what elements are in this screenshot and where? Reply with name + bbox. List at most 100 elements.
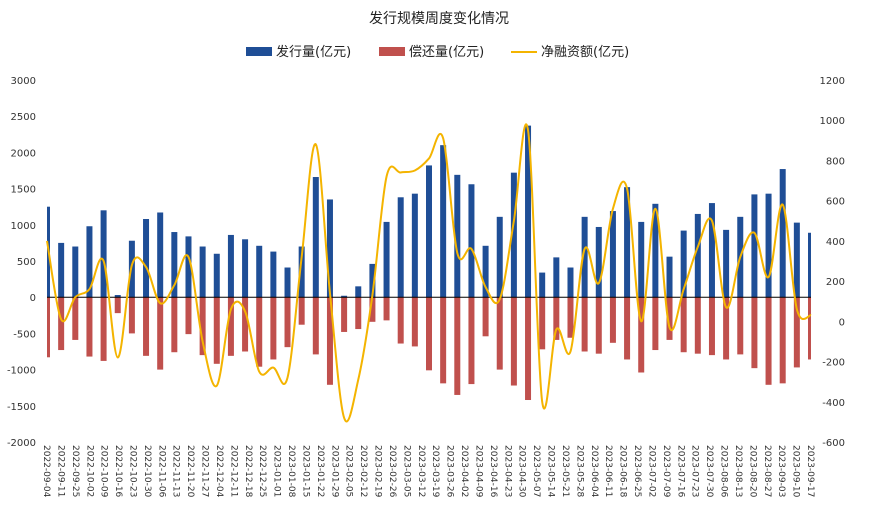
x-tick-label: 2023-04-02 xyxy=(459,445,469,497)
bar-issuance xyxy=(157,212,164,298)
bar-issuance xyxy=(171,232,178,298)
bar-issuance xyxy=(185,236,192,298)
legend-swatch-repayment xyxy=(379,47,405,56)
bar-issuance xyxy=(242,239,249,298)
bar-issuance xyxy=(652,203,659,298)
bar-issuance xyxy=(72,246,79,298)
bar-issuance xyxy=(454,174,461,298)
y-axis-left: 3000 2500 2000 1500 1000 500 0 -500 -1000 -1500 -2… xyxy=(7,76,36,449)
x-tick-label: 2023-02-26 xyxy=(387,445,397,498)
bar-repayment xyxy=(496,297,503,370)
bar-issuance xyxy=(496,216,503,298)
x-tick-label: 2023-06-04 xyxy=(589,445,599,498)
y-axis-right: 1200 1000 800 600 400 200 0 -200 -400 -600 xyxy=(820,76,845,449)
x-tick-label: 2022-10-23 xyxy=(127,445,137,497)
bar-repayment xyxy=(793,297,800,368)
bar-repayment xyxy=(426,297,432,371)
legend: 发行量(亿元) 偿还量(亿元) 净融资额(亿元) xyxy=(246,44,629,60)
bar-repayment xyxy=(100,297,107,361)
bar-repayment xyxy=(397,297,404,344)
x-tick-label: 2023-08-27 xyxy=(762,445,772,497)
bar-repayment xyxy=(539,297,546,350)
bar-issuance xyxy=(765,193,772,298)
bars-repayment xyxy=(47,297,811,401)
x-tick-label: 2023-07-09 xyxy=(661,445,671,498)
x-tick-label: 2023-05-14 xyxy=(546,445,556,498)
x-tick-label: 2023-06-18 xyxy=(618,445,628,498)
bar-issuance xyxy=(256,245,263,298)
bar-issuance xyxy=(341,295,348,298)
bar-repayment xyxy=(765,297,772,385)
y-right-tick-label: 0 xyxy=(839,317,845,328)
x-tick-label: 2023-04-23 xyxy=(502,445,512,497)
x-tick-label: 2023-01-01 xyxy=(272,445,282,497)
bar-repayment xyxy=(383,297,390,321)
x-tick-label: 2023-05-28 xyxy=(574,445,584,498)
bar-issuance xyxy=(510,172,517,298)
bar-repayment xyxy=(355,297,362,330)
bar-repayment xyxy=(694,297,701,354)
x-tick-label: 2023-07-30 xyxy=(704,445,714,498)
x-tick-label: 2023-06-11 xyxy=(603,445,613,497)
bar-repayment xyxy=(482,297,489,337)
bar-issuance xyxy=(525,125,532,298)
y-left-tick-label: 1000 xyxy=(11,221,36,232)
x-tick-label: 2023-05-21 xyxy=(560,445,570,497)
bar-repayment xyxy=(298,297,305,325)
bar-issuance xyxy=(426,165,432,298)
x-tick-label: 2023-07-23 xyxy=(690,445,700,497)
bar-issuance xyxy=(284,267,291,298)
bar-issuance xyxy=(369,263,376,298)
x-tick-label: 2022-12-25 xyxy=(257,445,267,497)
x-tick-label: 2022-11-20 xyxy=(185,445,195,498)
bar-issuance xyxy=(383,221,390,298)
bar-issuance xyxy=(213,253,220,298)
y-right-tick-label: -200 xyxy=(822,358,845,369)
y-left-tick-label: 1500 xyxy=(11,185,36,196)
x-tick-label: 2022-10-02 xyxy=(84,445,94,497)
x-tick-label: 2023-04-30 xyxy=(517,445,527,498)
x-tick-label: 2023-01-29 xyxy=(329,445,339,498)
bar-issuance xyxy=(227,234,234,298)
bar-repayment xyxy=(242,297,249,352)
x-tick-label: 2023-09-03 xyxy=(776,445,786,497)
bar-repayment xyxy=(114,297,121,314)
legend-swatch-issuance xyxy=(246,47,272,56)
bar-issuance xyxy=(779,169,786,298)
bar-repayment xyxy=(666,297,673,340)
bar-issuance xyxy=(397,197,404,298)
bar-repayment xyxy=(58,297,65,351)
y-right-tick-label: -600 xyxy=(822,438,845,449)
bar-issuance xyxy=(86,226,93,298)
bar-repayment xyxy=(284,297,291,348)
bar-repayment xyxy=(199,297,206,356)
y-left-tick-label: -1500 xyxy=(7,402,36,413)
legend-label-repayment: 偿还量(亿元) xyxy=(409,45,484,60)
bar-repayment xyxy=(440,297,447,384)
bar-repayment xyxy=(86,297,93,357)
x-tick-label: 2022-12-04 xyxy=(214,445,224,498)
x-tick-label: 2023-03-19 xyxy=(430,445,440,498)
x-tick-label: 2023-02-05 xyxy=(344,445,354,497)
x-tick-label: 2022-09-04 xyxy=(41,445,51,498)
x-tick-label: 2023-03-05 xyxy=(401,445,411,497)
bar-repayment xyxy=(157,297,164,370)
x-tick-label: 2023-04-09 xyxy=(473,445,483,498)
bar-issuance xyxy=(624,187,631,298)
y-left-tick-label: 500 xyxy=(17,257,36,268)
x-axis-labels: 2022-09-04 2022-09-11 2022-09-25 2022-10-02… xyxy=(41,445,815,498)
bar-issuance xyxy=(723,229,730,298)
bar-repayment xyxy=(270,297,277,360)
bar-issuance xyxy=(411,193,418,298)
x-tick-label: 2023-07-02 xyxy=(646,445,656,497)
bar-issuance xyxy=(609,211,616,298)
bar-repayment xyxy=(708,297,715,356)
bar-issuance xyxy=(808,232,811,298)
bar-repayment xyxy=(737,297,744,355)
x-tick-label: 2023-07-16 xyxy=(675,445,685,498)
chart-title: 发行规模周度变化情况 xyxy=(369,11,509,27)
legend-label-issuance: 发行量(亿元) xyxy=(276,44,351,60)
y-right-tick-label: 600 xyxy=(826,197,845,208)
